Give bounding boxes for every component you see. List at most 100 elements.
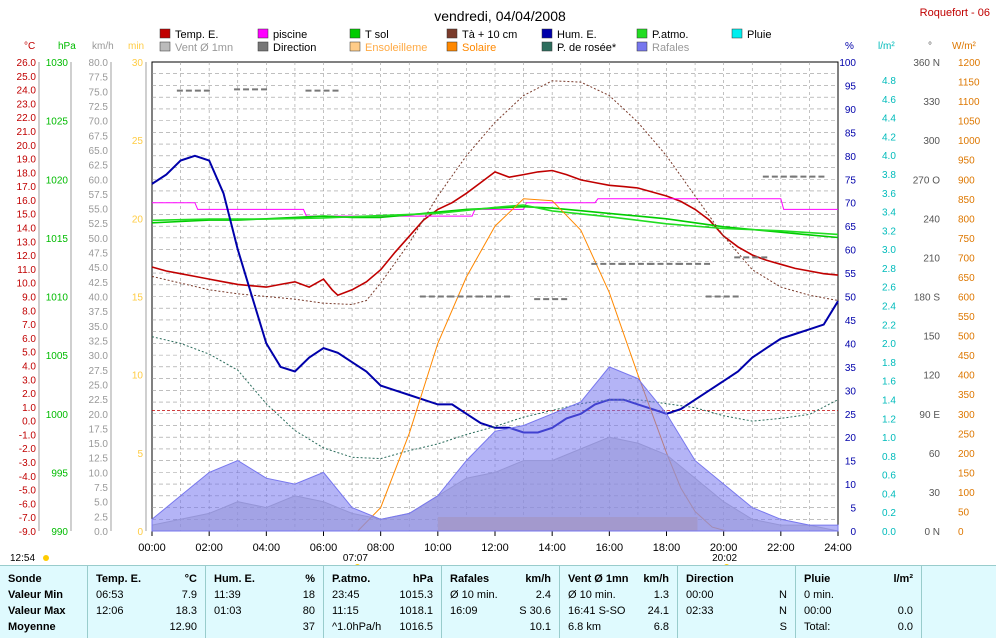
axis-tick-rain: 2.2 [882, 320, 896, 331]
table-cell: 16:41 S-SO [568, 605, 626, 617]
axis-tick-sun_min: 10 [132, 371, 144, 382]
axis-unit-pressure: hPa [58, 41, 76, 52]
table-cell: Hum. E. [214, 573, 255, 585]
table-cell-value: 7.9 [181, 589, 197, 601]
axis-tick-temp: 7.0 [22, 320, 36, 331]
series-pderose [151, 336, 839, 460]
axis-tick-rain: 1.8 [882, 358, 896, 369]
axis-tick-rain: 2.4 [882, 302, 896, 313]
table-cell-value: 2.4 [535, 589, 551, 601]
table-cell: Valeur Min [8, 589, 64, 601]
axis-tick-sun_min: 30 [132, 58, 144, 69]
axes: °C 26.0 25.0 24.0 23.0 22.0 21.0 20.0 19.0 18.0 17… [10, 41, 981, 565]
axis-tick-wind: 75.0 [89, 87, 109, 98]
axis-tick-temp: 11.0 [17, 265, 36, 276]
sunrise-icon [355, 564, 360, 565]
axis-tick-wind: 47.5 [89, 249, 109, 260]
table-cell: 02:33 [686, 605, 714, 617]
axis-tick-temp: 2.0 [22, 389, 36, 400]
axis-tick-humidity: 15 [845, 457, 857, 468]
table-cell: 00:00 [804, 605, 832, 617]
axis-tick-wind: 10.0 [89, 468, 109, 479]
axis-tick-rain: 1.6 [882, 377, 896, 388]
legend-label: Solaire [462, 42, 496, 54]
axis-tick-wind: 32.5 [89, 336, 109, 347]
axis-tick-humidity: 5 [850, 504, 856, 515]
axis-tick-humidity: 80 [845, 152, 857, 163]
table-cell: 11:15 [332, 605, 359, 617]
axis-tick-wind: 0.0 [94, 527, 108, 538]
legend-swatch [446, 28, 458, 39]
legend-swatch [446, 41, 458, 52]
table-cell: 0 min. [804, 589, 834, 601]
series-piscine [152, 198, 838, 217]
table-cell-value: km/h [643, 573, 669, 585]
axis-tick-rain: 2.8 [882, 264, 896, 275]
axis-tick-humidity: 20 [845, 433, 857, 444]
table-row: 12:06 18.3 [88, 603, 205, 619]
axis-tick-temp: 17.0 [17, 182, 37, 193]
axis-tick-wind: 45.0 [89, 263, 109, 274]
table-row: S [678, 619, 795, 635]
table-cell: 06:53 [96, 589, 124, 601]
axis-tick-temp: 22.0 [17, 113, 37, 124]
axis-tick-rain: 3.0 [882, 245, 896, 256]
sunrise-label: 07:07 [343, 553, 368, 564]
axis-tick-wind: 2.5 [94, 512, 108, 523]
legend-swatch [636, 28, 648, 39]
x-tick-label: 16:00 [596, 542, 624, 554]
axis-tick-sun_min: 25 [132, 136, 144, 147]
axis-tick-wind: 25.0 [89, 380, 109, 391]
axis-tick-temp: 23.0 [17, 99, 37, 110]
x-tick-label: 18:00 [653, 542, 681, 554]
axis-tick-wind: 30.0 [89, 351, 109, 362]
legend-swatch [349, 41, 361, 52]
table-cell-value: 1018.1 [399, 605, 433, 617]
x-tick-label: 08:00 [367, 542, 395, 554]
x-tick-label: 14:00 [538, 542, 566, 554]
axis-tick-direction: 300 [923, 136, 940, 147]
table-row: Pluie l/m² [796, 571, 921, 587]
table-cell: Rafales [450, 573, 490, 585]
table-cell-value: N [779, 589, 787, 601]
x-tick-label: 04:00 [253, 542, 281, 554]
table-col-patm: P.atmo. hPa 23:45 1015.3 11:15 1018.1 ^1.0hPa/… [324, 566, 442, 638]
sun-icon [43, 555, 49, 561]
axis-tick-rain: 0.4 [882, 489, 896, 500]
axis-tick-direction: 30 [929, 488, 941, 499]
table-row: 23:45 1015.3 [324, 587, 441, 603]
axis-tick-rain: 0.2 [882, 508, 896, 519]
axis-tick-solar: 100 [958, 488, 975, 499]
table-cell: Valeur Max [8, 605, 66, 617]
axis-tick-pressure: 1000 [46, 410, 69, 421]
axis-unit-rain: l/m² [878, 41, 895, 52]
axis-tick-temp: 9.0 [22, 293, 36, 304]
table-cell: Direction [686, 573, 734, 585]
axis-tick-wind: 37.5 [89, 307, 109, 318]
axis-tick-temp: -1.0 [19, 430, 37, 441]
table-row: Total: 0.0 [796, 619, 921, 635]
legend-label: P.atmo. [652, 29, 689, 41]
table-cell: Vent Ø 1mn [568, 573, 629, 585]
axis-tick-solar: 1200 [958, 58, 981, 69]
series-tempe [151, 169, 839, 297]
axis-tick-wind: 22.5 [89, 395, 109, 406]
table-row: Valeur Max [0, 603, 87, 619]
axis-tick-rain: 4.8 [882, 76, 896, 87]
axis-tick-solar: 1100 [958, 97, 980, 108]
axis-tick-direction: 150 [923, 332, 940, 343]
axis-tick-wind: 42.5 [89, 278, 109, 289]
axis-tick-temp: 8.0 [22, 306, 36, 317]
axis-tick-humidity: 45 [845, 316, 857, 327]
axis-tick-solar: 850 [958, 195, 975, 206]
series-t10cm [151, 80, 839, 306]
axis-unit-direction: ° [928, 41, 932, 52]
table-cell: 00:00 [686, 589, 714, 601]
axis-unit-temp: °C [24, 41, 35, 52]
axis-tick-pressure: 1015 [46, 234, 69, 245]
axis-tick-humidity: 75 [845, 175, 857, 186]
axis-tick-solar: 650 [958, 273, 975, 284]
legend-label: P. de rosée* [557, 42, 617, 54]
table-cell-value: 1015.3 [399, 589, 433, 601]
axis-unit-humidity: % [845, 41, 854, 52]
